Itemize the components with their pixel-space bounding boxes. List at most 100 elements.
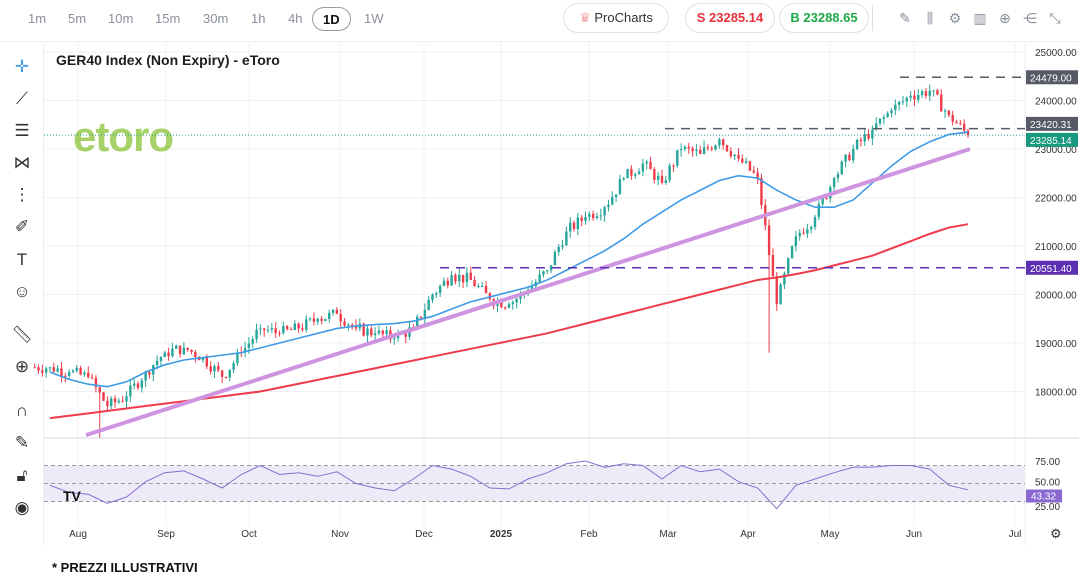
gear-icon[interactable]: ⚙ bbox=[948, 10, 962, 26]
candle-body bbox=[328, 312, 331, 319]
draw-pencil-icon[interactable]: ✎ bbox=[899, 10, 911, 26]
timeframe-1W[interactable]: 1W bbox=[364, 11, 384, 26]
candle-body bbox=[947, 110, 951, 116]
brush-icon[interactable]: ✐ bbox=[14, 217, 30, 236]
magnet-icon[interactable]: ∩ bbox=[15, 401, 29, 420]
sell-price-button[interactable]: S 23285.14 bbox=[685, 3, 775, 33]
candle-body bbox=[381, 330, 384, 335]
candle-body bbox=[67, 372, 71, 376]
candle-body bbox=[790, 246, 794, 259]
candle-body bbox=[668, 165, 671, 181]
candle-body bbox=[607, 204, 610, 208]
candle-body bbox=[599, 215, 602, 217]
candle-body bbox=[201, 357, 205, 361]
unlock-icon[interactable]: 🔓︎ bbox=[16, 466, 28, 485]
candle-body bbox=[435, 293, 438, 295]
candle-body bbox=[679, 149, 683, 151]
candle-body bbox=[756, 172, 759, 179]
candle-body bbox=[178, 345, 182, 355]
candle-body bbox=[875, 123, 878, 130]
candle-body bbox=[676, 150, 679, 166]
emoji-icon[interactable]: ☺ bbox=[13, 282, 31, 301]
timeframe-10m[interactable]: 10m bbox=[108, 11, 134, 26]
candle-body bbox=[836, 174, 840, 179]
timeframe-15m[interactable]: 15m bbox=[155, 11, 181, 26]
candle-body bbox=[263, 328, 266, 331]
candle-body bbox=[894, 104, 897, 111]
pattern-icon[interactable]: ⋈ bbox=[13, 153, 31, 172]
timeframe-1h[interactable]: 1h bbox=[251, 11, 266, 26]
candle-body bbox=[159, 356, 163, 362]
candle-body bbox=[44, 368, 48, 373]
lock-drawing-icon[interactable]: ✎ bbox=[14, 433, 30, 452]
candle-body bbox=[106, 400, 109, 407]
add-circle-icon[interactable]: ⊕ bbox=[999, 10, 1011, 26]
candle-body bbox=[431, 294, 434, 300]
procharts-button[interactable]: ♛ ProCharts bbox=[563, 3, 669, 33]
candle-body bbox=[890, 110, 893, 114]
x-axis-label: May bbox=[821, 529, 840, 540]
candle-body bbox=[320, 318, 323, 321]
crosshair-icon[interactable]: ✛ bbox=[14, 57, 30, 76]
candle-body bbox=[373, 333, 377, 336]
collapse-icon[interactable]: ⤡ bbox=[1049, 10, 1061, 26]
horizontal-lines-icon[interactable]: ☰ bbox=[14, 121, 30, 140]
candle-body bbox=[806, 229, 809, 234]
candle-body bbox=[144, 372, 147, 381]
candle-body bbox=[52, 367, 56, 372]
timeframe-4h[interactable]: 4h bbox=[288, 11, 303, 26]
candle-body bbox=[660, 175, 664, 183]
candle-body bbox=[710, 148, 713, 150]
level-label bbox=[1026, 70, 1078, 85]
eye-icon[interactable]: ◉ bbox=[14, 498, 30, 517]
timeframe-30m[interactable]: 30m bbox=[203, 11, 229, 26]
candle-body bbox=[813, 216, 817, 228]
level-value: 20551.40 bbox=[1030, 264, 1072, 275]
candle-body bbox=[247, 343, 251, 348]
candle-body bbox=[236, 352, 239, 364]
indicators-icon[interactable]: ▥ bbox=[973, 10, 987, 26]
settings-gear-icon[interactable]: ⚙ bbox=[1050, 526, 1062, 541]
rsi-line bbox=[49, 460, 969, 510]
candle-body bbox=[243, 347, 247, 353]
candle-body bbox=[569, 222, 572, 232]
candle-body bbox=[473, 279, 476, 287]
candle-body bbox=[733, 154, 736, 157]
candle-body bbox=[289, 329, 293, 331]
candle-body bbox=[251, 339, 254, 344]
timeframe-1m[interactable]: 1m bbox=[28, 11, 47, 26]
candle-body bbox=[572, 222, 576, 230]
level-value: 23420.31 bbox=[1030, 120, 1072, 131]
candle-body bbox=[959, 123, 962, 125]
text-icon[interactable]: T bbox=[16, 250, 28, 269]
candle-body bbox=[649, 161, 652, 170]
candle-body bbox=[951, 115, 954, 122]
share-icon[interactable]: ⋲ bbox=[1023, 10, 1037, 26]
candle-body bbox=[580, 217, 583, 221]
buy-price-button[interactable]: B 23288.65 bbox=[779, 3, 869, 33]
candle-body bbox=[450, 275, 453, 286]
x-axis-label: Nov bbox=[331, 529, 349, 540]
candle-body bbox=[37, 367, 40, 371]
candle-body bbox=[897, 101, 901, 105]
candle-body bbox=[611, 196, 614, 205]
candle-body bbox=[282, 326, 285, 334]
zoom-in-icon[interactable]: ⊕ bbox=[14, 357, 30, 376]
candles-icon[interactable]: ⫼ bbox=[926, 10, 934, 26]
candle-body bbox=[714, 145, 717, 150]
candle-body bbox=[863, 134, 866, 142]
candle-body bbox=[274, 328, 277, 334]
fibonacci-icon[interactable]: ⋮ bbox=[13, 185, 31, 204]
price-chart[interactable]: etoro GER40 Index (Non Expiry) - eToro A… bbox=[0, 43, 1079, 546]
ruler-icon[interactable]: 📏︎ bbox=[11, 325, 33, 344]
last-price-label bbox=[1026, 132, 1078, 147]
x-axis-label: Oct bbox=[241, 529, 257, 540]
trend-line-icon[interactable]: ⟋ bbox=[16, 89, 28, 108]
candle-body bbox=[190, 349, 193, 352]
timeframe-1D[interactable]: 1D bbox=[312, 7, 351, 31]
candle-body bbox=[809, 227, 813, 230]
candle-body bbox=[465, 272, 469, 283]
candle-body bbox=[335, 309, 339, 314]
timeframe-5m[interactable]: 5m bbox=[68, 11, 87, 26]
candle-body bbox=[331, 309, 335, 313]
